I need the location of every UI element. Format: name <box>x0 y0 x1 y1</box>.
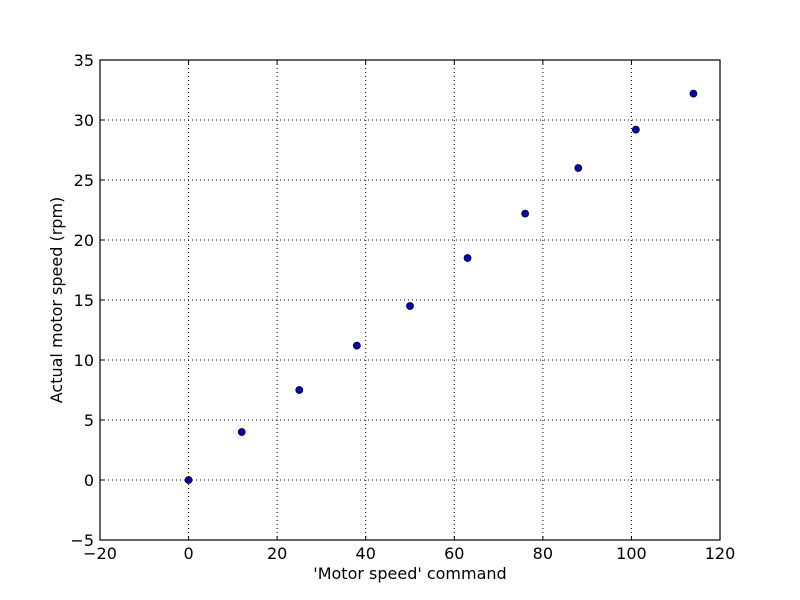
y-tick-label: 35 <box>74 51 94 70</box>
y-tick-label: 0 <box>84 471 94 490</box>
x-tick-label: 0 <box>183 544 193 563</box>
y-tick-labels: −5 0 5 10 15 20 25 30 35 <box>70 51 94 550</box>
y-tick-label: 15 <box>74 291 94 310</box>
x-tick-label: −20 <box>83 544 117 563</box>
data-points <box>184 89 698 484</box>
y-axis-label: Actual motor speed (rpm) <box>47 197 66 404</box>
x-tick-label: 20 <box>267 544 287 563</box>
data-point <box>689 89 698 98</box>
x-tick-labels: −20 0 20 40 60 80 100 120 <box>83 544 735 563</box>
y-tick-label: 25 <box>74 171 94 190</box>
axis-ticks <box>99 59 721 541</box>
data-point <box>521 209 530 218</box>
y-tick-label: 30 <box>74 111 94 130</box>
data-point <box>295 386 304 394</box>
data-point <box>237 428 246 436</box>
data-point <box>406 302 414 310</box>
data-point <box>352 341 361 350</box>
y-tick-label: 10 <box>74 351 94 370</box>
y-tick-label: −5 <box>70 531 94 550</box>
x-tick-label: 120 <box>705 544 736 563</box>
y-tick-label: 20 <box>74 231 94 250</box>
data-point <box>631 125 640 134</box>
x-tick-label: 80 <box>533 544 553 563</box>
data-point <box>184 476 193 484</box>
x-axis-label: 'Motor speed' command <box>313 564 506 583</box>
x-tick-label: 40 <box>356 544 376 563</box>
data-point <box>463 254 472 262</box>
y-tick-label: 5 <box>84 411 94 430</box>
grid-lines <box>99 59 721 541</box>
data-point <box>574 164 583 172</box>
x-tick-label: 60 <box>444 544 464 563</box>
x-tick-label: 100 <box>616 544 647 563</box>
